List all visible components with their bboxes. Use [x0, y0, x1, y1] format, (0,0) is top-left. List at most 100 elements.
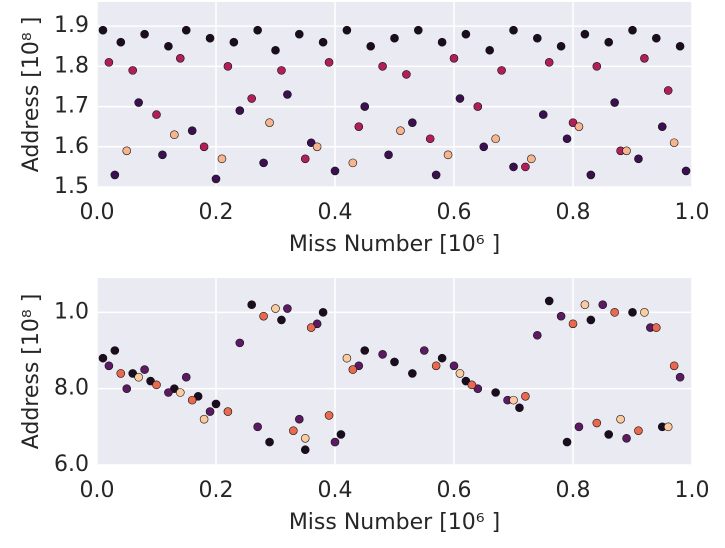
point [538, 110, 548, 119]
point [604, 430, 614, 439]
plot-area [97, 2, 692, 187]
point [128, 66, 137, 75]
point [187, 395, 197, 405]
point [467, 380, 477, 390]
point [360, 346, 370, 355]
point [479, 142, 489, 152]
point [342, 353, 352, 363]
point [390, 357, 399, 367]
point [336, 430, 346, 439]
point [140, 365, 149, 374]
point [598, 300, 608, 310]
point [265, 118, 274, 127]
point [396, 126, 405, 135]
x-tick-label: 0.4 [318, 200, 353, 225]
point [527, 154, 536, 164]
point [164, 41, 173, 51]
point [312, 142, 322, 152]
point [181, 25, 191, 35]
point [431, 170, 441, 180]
x-tick-label: 1.0 [675, 200, 710, 225]
point [223, 62, 233, 71]
point [217, 154, 227, 164]
point [419, 346, 429, 355]
point [408, 118, 417, 127]
y-tick-label: 8.0 [54, 376, 89, 401]
point [413, 25, 423, 35]
point [515, 403, 524, 413]
point [532, 330, 542, 340]
point [247, 94, 256, 103]
point [580, 29, 590, 39]
x-tick-label: 0.0 [80, 478, 115, 503]
point [235, 338, 245, 348]
point [556, 311, 566, 321]
x-tick-label: 0.6 [437, 478, 472, 503]
x-axis-label: Miss Number [10⁶ ] [289, 232, 500, 257]
point [437, 353, 447, 363]
point [348, 158, 358, 168]
point [259, 311, 268, 321]
point [628, 308, 637, 317]
point [622, 146, 631, 156]
point [568, 319, 578, 329]
y-tick-label: 1.0 [54, 299, 89, 324]
point [98, 353, 108, 363]
point [431, 361, 441, 371]
point [110, 170, 120, 180]
point [348, 365, 358, 374]
point [176, 54, 185, 63]
point [491, 134, 500, 144]
y-tick-label: 1.9 [54, 13, 89, 38]
point [521, 392, 530, 401]
point [134, 372, 143, 382]
point [449, 361, 459, 371]
point [592, 62, 602, 71]
point [544, 58, 554, 67]
point [300, 154, 310, 164]
point [300, 445, 310, 455]
x-tick-label: 0.2 [199, 200, 234, 225]
point [675, 41, 685, 51]
point [283, 90, 292, 99]
point [330, 437, 340, 447]
point [253, 422, 262, 432]
point [378, 62, 387, 71]
point [300, 433, 310, 443]
point [532, 33, 542, 43]
point [152, 110, 161, 119]
point [491, 388, 500, 397]
point [610, 308, 619, 317]
point [271, 45, 280, 55]
point [586, 170, 596, 180]
point [211, 399, 221, 409]
point [110, 346, 120, 355]
point [568, 118, 578, 127]
point [134, 98, 143, 107]
point [443, 150, 453, 160]
point [104, 361, 114, 371]
point [116, 37, 126, 47]
point [461, 29, 471, 39]
point [324, 411, 334, 420]
point [318, 37, 328, 47]
point [229, 37, 239, 47]
point [152, 380, 161, 390]
point [509, 395, 518, 405]
point [366, 41, 376, 51]
point [277, 66, 286, 75]
point [574, 422, 584, 432]
point [223, 407, 233, 416]
point [485, 45, 495, 55]
point [574, 122, 584, 131]
point [622, 433, 631, 443]
point [675, 372, 685, 382]
point [176, 388, 185, 397]
y-tick-label: 1.5 [54, 174, 89, 199]
point [211, 174, 221, 184]
point [378, 350, 387, 359]
point [294, 29, 304, 39]
point [158, 150, 167, 160]
point [164, 388, 173, 397]
